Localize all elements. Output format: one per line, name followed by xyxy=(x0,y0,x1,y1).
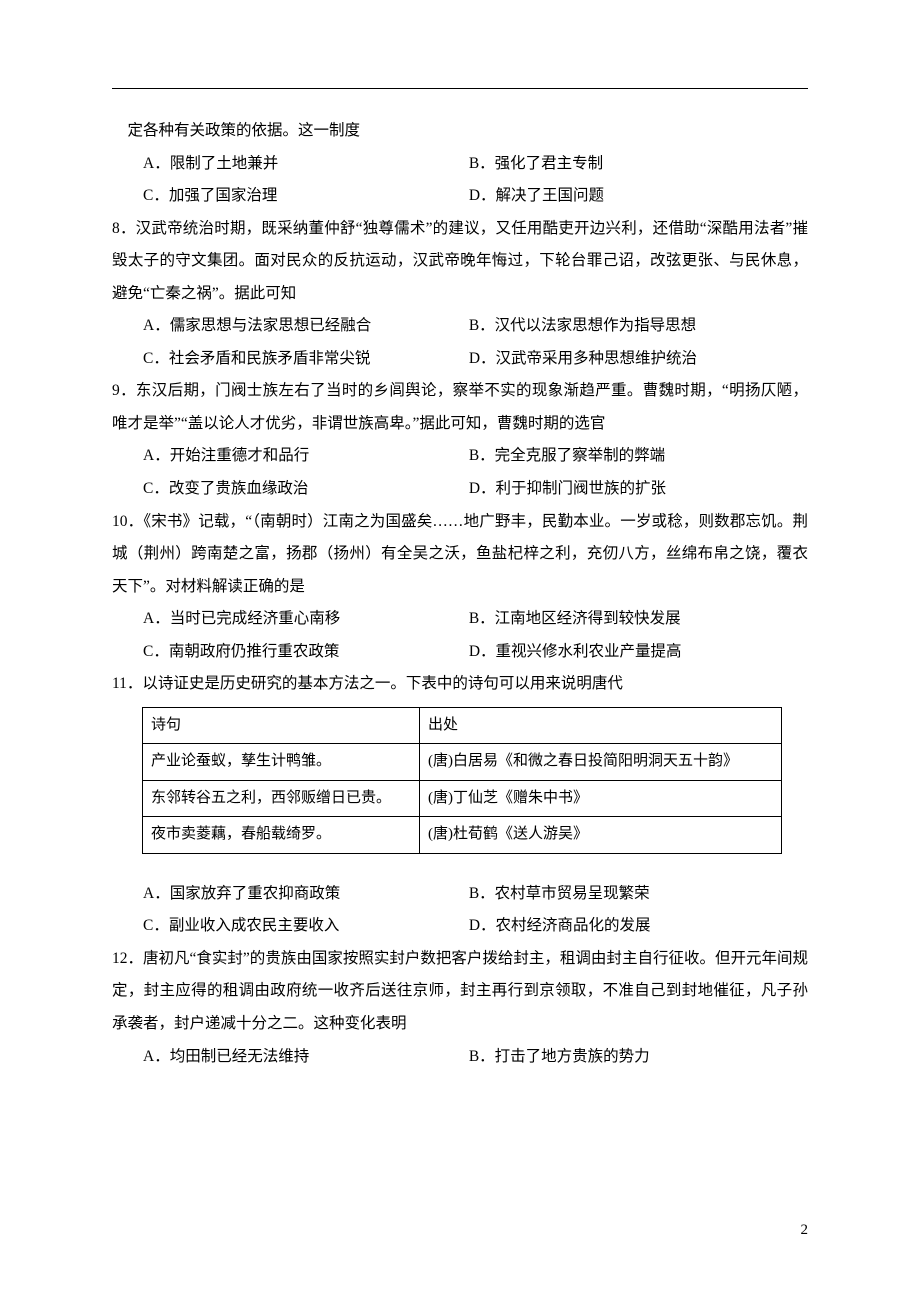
q11-options-row2: C．副业收入成农民主要收入 D．农村经济商品化的发展 xyxy=(112,910,808,943)
q11-r2c1: 东邻转谷五之利，西邻贩缯日已贵。 xyxy=(143,780,420,817)
q9-stem: 9．东汉后期，门阀士族左右了当时的乡闾舆论，察举不实的现象渐趋严重。曹魏时期，“… xyxy=(112,375,808,440)
q11-r1c2: (唐)白居易《和微之春日投简阳明洞天五十韵》 xyxy=(420,744,782,781)
q8-option-c: C．社会矛盾和民族矛盾非常尖锐 xyxy=(143,343,469,376)
q10-option-b: B．江南地区经济得到较快发展 xyxy=(469,603,808,636)
q12-option-a: A．均田制已经无法维持 xyxy=(143,1041,469,1074)
q9-option-c: C．改变了贵族血缘政治 xyxy=(143,473,469,506)
q9-options-row2: C．改变了贵族血缘政治 D．利于抑制门阀世族的扩张 xyxy=(112,473,808,506)
q8-options-row2: C．社会矛盾和民族矛盾非常尖锐 D．汉武帝采用多种思想维护统治 xyxy=(112,343,808,376)
table-row: 东邻转谷五之利，西邻贩缯日已贵。 (唐)丁仙芝《赠朱中书》 xyxy=(143,780,782,817)
q7-options-row1: A．限制了土地兼并 B．强化了君主专制 xyxy=(112,148,808,181)
q11-th-poem: 诗句 xyxy=(143,707,420,744)
q11-option-c: C．副业收入成农民主要收入 xyxy=(143,910,469,943)
q7-option-b: B．强化了君主专制 xyxy=(469,148,808,181)
q11-r3c1: 夜市卖菱藕，春船载绮罗。 xyxy=(143,817,420,854)
q10-options-row1: A．当时已完成经济重心南移 B．江南地区经济得到较快发展 xyxy=(112,603,808,636)
q11-option-d: D．农村经济商品化的发展 xyxy=(469,910,808,943)
q10-options-row2: C．南朝政府仍推行重农政策 D．重视兴修水利农业产量提高 xyxy=(112,636,808,669)
q7-option-c: C．加强了国家治理 xyxy=(143,180,469,213)
q9-option-a: A．开始注重德才和品行 xyxy=(143,440,469,473)
q7-option-a: A．限制了土地兼并 xyxy=(143,148,469,181)
q8-option-a: A．儒家思想与法家思想已经融合 xyxy=(143,310,469,343)
q10-option-d: D．重视兴修水利农业产量提高 xyxy=(469,636,808,669)
table-row: 产业论蚕蚁，孳生计鸭雏。 (唐)白居易《和微之春日投简阳明洞天五十韵》 xyxy=(143,744,782,781)
q11-r1c1: 产业论蚕蚁，孳生计鸭雏。 xyxy=(143,744,420,781)
q11-option-a: A．国家放弃了重农抑商政策 xyxy=(143,878,469,911)
q9-option-d: D．利于抑制门阀世族的扩张 xyxy=(469,473,808,506)
q11-r3c2: (唐)杜荀鹤《送人游吴》 xyxy=(420,817,782,854)
q10-option-c: C．南朝政府仍推行重农政策 xyxy=(143,636,469,669)
q7-stem-tail: 定各种有关政策的依据。这一制度 xyxy=(112,115,808,148)
q7-option-d: D．解决了王国问题 xyxy=(469,180,808,213)
q7-options-row2: C．加强了国家治理 D．解决了王国问题 xyxy=(112,180,808,213)
q8-option-b: B．汉代以法家思想作为指导思想 xyxy=(469,310,808,343)
q10-stem: 10．《宋书》记载，“（南朝时）江南之为国盛矣……地广野丰，民勤本业。一岁或稔，… xyxy=(112,506,808,604)
q9-option-b: B．完全克服了察举制的弊端 xyxy=(469,440,808,473)
table-row: 夜市卖菱藕，春船载绮罗。 (唐)杜荀鹤《送人游吴》 xyxy=(143,817,782,854)
q11-options-row1: A．国家放弃了重农抑商政策 B．农村草市贸易呈现繁荣 xyxy=(112,878,808,911)
q11-th-source: 出处 xyxy=(420,707,782,744)
q12-stem: 12．唐初凡“食实封”的贵族由国家按照实封户数把客户拨给封主，租调由封主自行征收… xyxy=(112,943,808,1041)
q11-table: 诗句 出处 产业论蚕蚁，孳生计鸭雏。 (唐)白居易《和微之春日投简阳明洞天五十韵… xyxy=(142,707,782,854)
q10-option-a: A．当时已完成经济重心南移 xyxy=(143,603,469,636)
q8-stem: 8．汉武帝统治时期，既采纳董仲舒“独尊儒术”的建议，又任用酷吏开边兴利，还借助“… xyxy=(112,213,808,311)
q11-option-b: B．农村草市贸易呈现繁荣 xyxy=(469,878,808,911)
q11-r2c2: (唐)丁仙芝《赠朱中书》 xyxy=(420,780,782,817)
q11-stem: 11．以诗证史是历史研究的基本方法之一。下表中的诗句可以用来说明唐代 xyxy=(112,668,808,701)
q8-option-d: D．汉武帝采用多种思想维护统治 xyxy=(469,343,808,376)
q9-options-row1: A．开始注重德才和品行 B．完全克服了察举制的弊端 xyxy=(112,440,808,473)
page-number: 2 xyxy=(801,1215,809,1247)
q12-options-row1: A．均田制已经无法维持 B．打击了地方贵族的势力 xyxy=(112,1041,808,1074)
table-row: 诗句 出处 xyxy=(143,707,782,744)
q12-option-b: B．打击了地方贵族的势力 xyxy=(469,1041,808,1074)
q8-options-row1: A．儒家思想与法家思想已经融合 B．汉代以法家思想作为指导思想 xyxy=(112,310,808,343)
